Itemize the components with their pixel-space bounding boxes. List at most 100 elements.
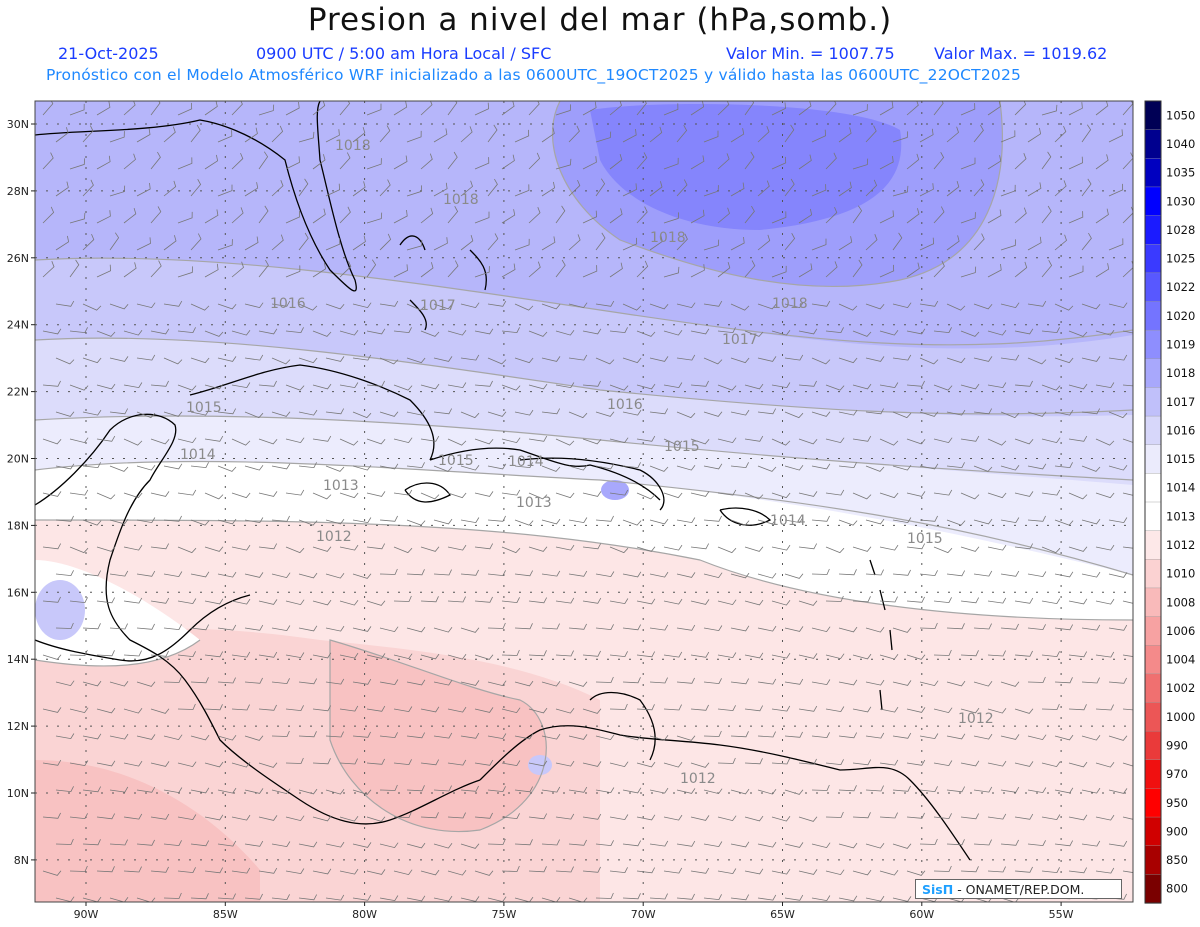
wind-barb [919,411,939,417]
wind-barb [406,357,426,364]
wind-barb [339,600,359,606]
wind-barb [825,811,844,818]
wind-barb [771,156,787,170]
wind-barb [339,758,358,765]
wind-barb [258,815,278,821]
wind-barb [177,598,197,605]
lat-label: 10N [7,787,29,800]
wind-barb [892,354,912,361]
wind-barb [690,599,710,605]
wind-barb [622,571,642,578]
wind-barb [69,212,86,224]
wind-barb [811,568,830,575]
wind-barb [663,438,683,446]
wind-barb [784,465,804,471]
scale-label: 990 [1166,738,1188,752]
scale-swatch [1144,759,1162,790]
wind-barb [960,383,980,390]
wind-barb [906,153,920,170]
wind-barb [460,896,480,902]
wind-barb [501,489,521,496]
scale-swatch [1144,272,1162,303]
wind-barb [676,411,696,419]
wind-barb [771,652,791,659]
wind-barb [379,233,392,251]
wind-barb [1122,438,1133,443]
wind-barb [163,734,183,741]
wind-barb [69,259,80,278]
wind-barb [433,128,448,143]
wind-barb [852,653,872,660]
wind-barb [919,622,938,629]
wind-barb [555,205,566,224]
wind-barb [825,489,845,496]
contour-label: 1012 [316,529,352,545]
wind-barb [555,330,575,336]
wind-barb [244,840,264,847]
wind-barb [960,597,980,604]
wind-barb [231,814,251,821]
wind-barb [528,546,548,552]
scale-label: 1017 [1166,395,1195,409]
wind-barb [825,653,845,660]
wind-barb [474,266,490,278]
wind-barb [528,650,547,657]
wind-barb [892,680,912,686]
wind-barb [136,128,151,143]
wind-barb [190,840,210,847]
wind-barb [136,623,155,630]
wind-barb [838,569,857,576]
wind-barb [298,894,318,901]
wind-barb [258,651,278,658]
wind-barb [123,438,143,446]
wind-barb [690,264,705,278]
wind-barb [649,303,669,310]
wind-barb [69,649,88,656]
wind-barb [906,707,926,713]
wind-barb [42,707,62,713]
wind-barb [609,598,629,605]
wind-barb [690,209,705,224]
lon-label: 90W [74,908,99,921]
wind-barb [1054,409,1074,416]
wind-barb [609,437,629,444]
wind-barb [474,380,493,387]
wind-barb [703,572,723,579]
wind-barb [55,463,75,470]
wind-barb [109,733,129,740]
wind-barb [231,492,251,499]
wind-barb [420,383,440,390]
wind-barb [555,760,575,767]
wind-barb [973,681,993,687]
wind-barb [217,571,237,578]
wind-barb [325,789,345,795]
wind-barb [447,596,466,603]
wind-barb [123,760,143,767]
wind-barb [393,264,408,278]
wind-barb [811,626,831,633]
wind-barb [784,842,804,848]
wind-barb [933,760,953,767]
wind-barb [69,489,89,496]
wind-barb [352,678,372,685]
wind-barb [163,515,182,522]
wind-barb [69,865,88,872]
wind-barb [163,463,183,470]
wind-barb [298,678,318,685]
wind-barb [622,183,637,197]
wind-barb [1081,840,1101,847]
wind-barb [987,209,1002,224]
wind-barb [811,300,831,307]
wind-barb [501,649,520,656]
wind-barb [717,868,737,875]
wind-barb [744,383,764,390]
wind-barb [55,300,75,307]
lon-label: 80W [352,908,377,921]
wind-barb [811,129,827,143]
wind-barb [609,327,628,334]
wind-barb [514,570,534,577]
wind-barb [1014,708,1034,714]
wind-barb [973,465,993,472]
wind-barb [150,543,170,550]
wind-barb [960,103,976,116]
